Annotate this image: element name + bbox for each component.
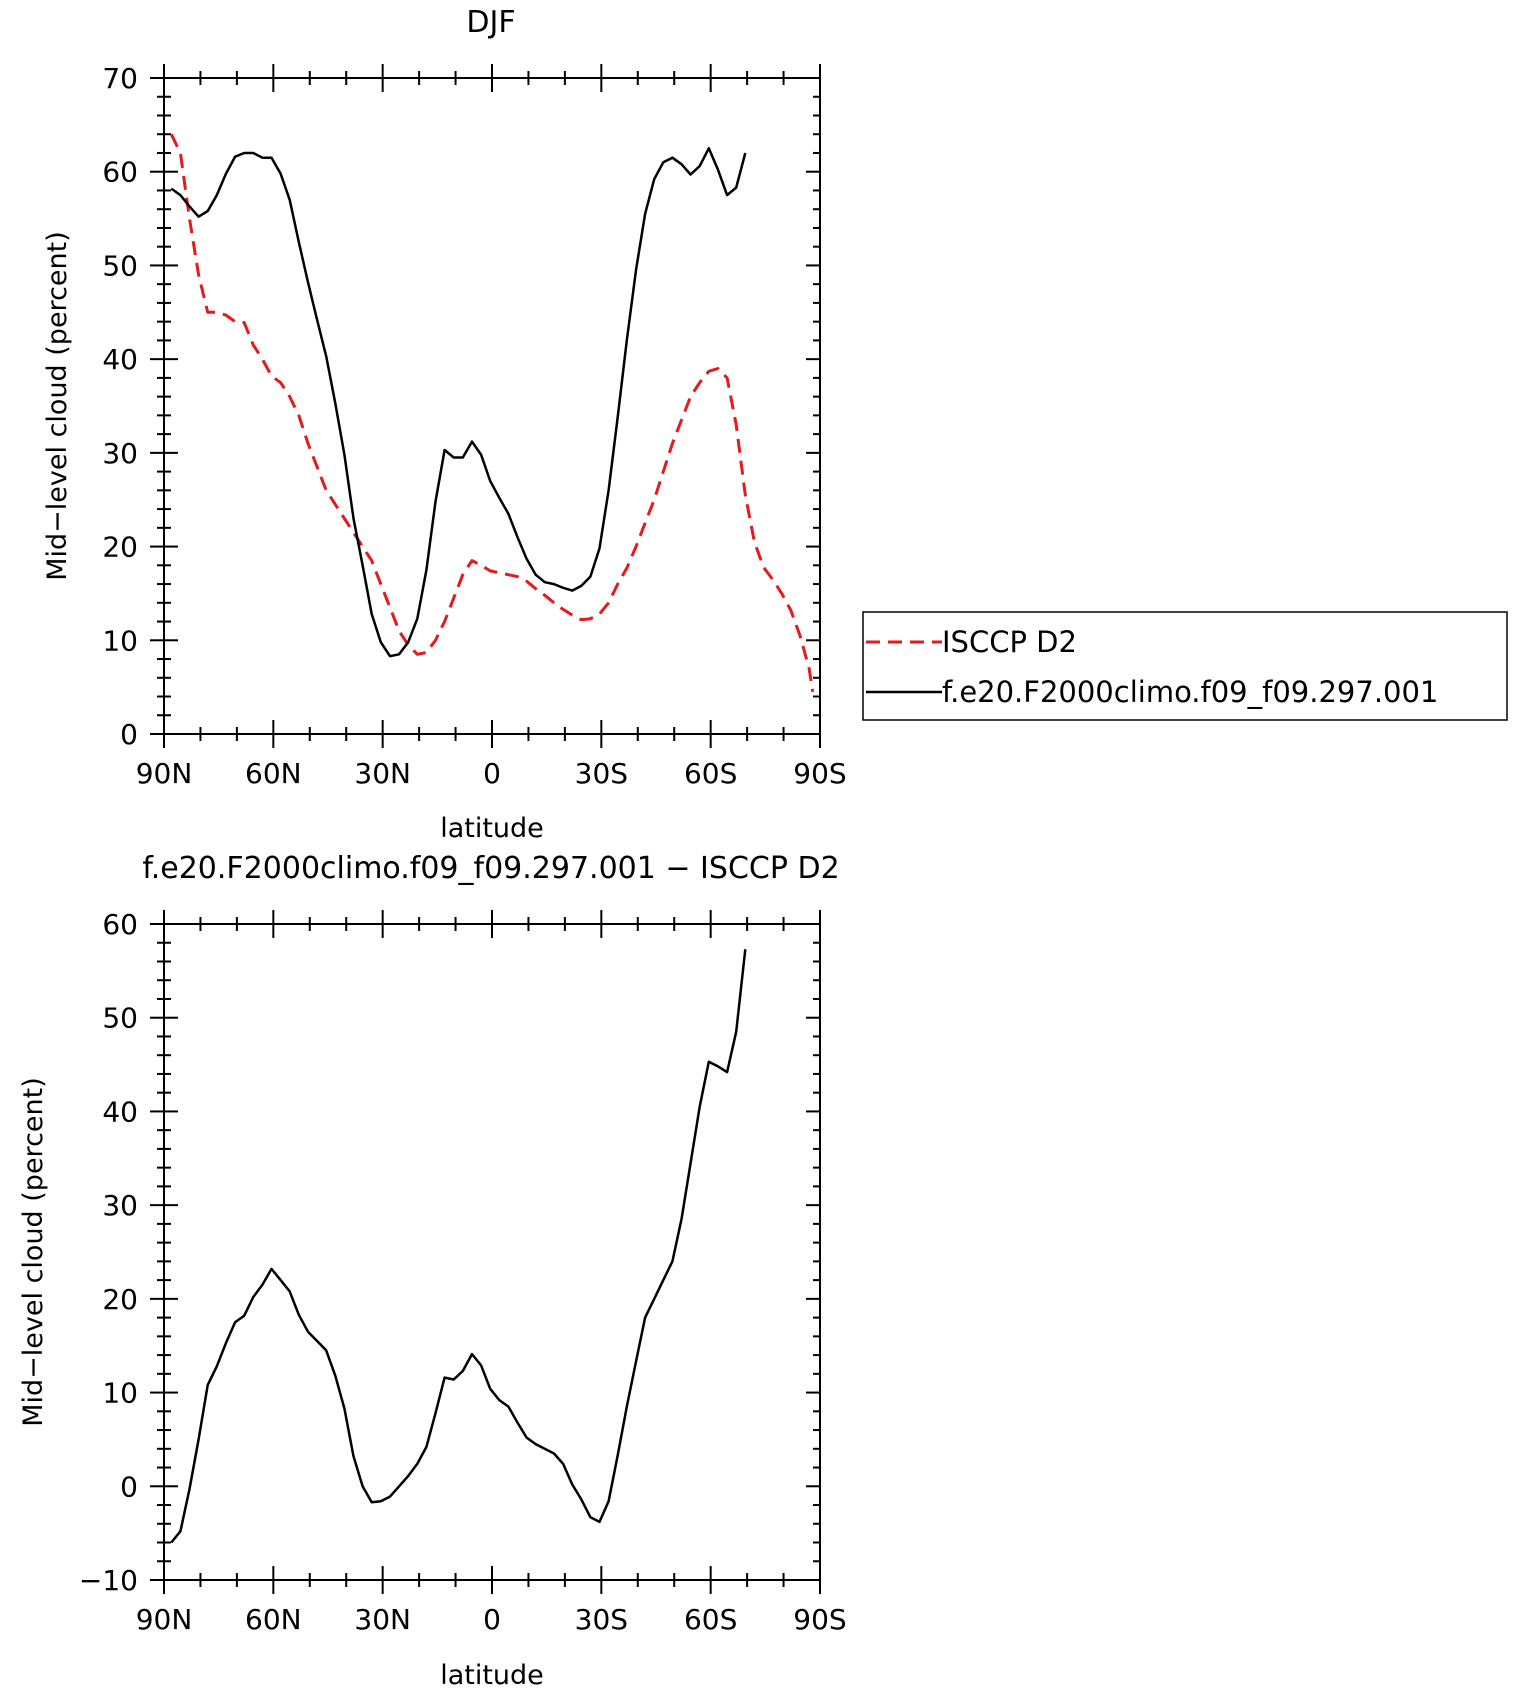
bottom-y-axis-label: Mid−level cloud (percent) (18, 1077, 49, 1427)
top-ytick-label: 0 (120, 718, 138, 751)
bottom-series-lines (170, 949, 747, 1544)
top-axis-ticks (150, 64, 821, 748)
bottom-ytick-label: 30 (102, 1189, 138, 1222)
top-xtick-label: 60S (684, 757, 737, 790)
top-xtick-label: 30S (575, 757, 628, 790)
legend-label-model: f.e20.F2000climo.f09_f09.297.001 (942, 675, 1438, 709)
bottom-plot-frame (163, 923, 821, 1581)
bottom-panel: f.e20.F2000climo.f09_f09.297.001 − ISCCP… (18, 851, 847, 1691)
bottom-ytick-label: 50 (102, 1002, 138, 1035)
legend-label-isccp: ISCCP D2 (942, 625, 1077, 659)
top-ytick-label: 50 (102, 249, 138, 282)
top-xtick-label: 30N (354, 757, 411, 790)
bottom-series-line-0 (170, 949, 747, 1544)
bottom-ytick-label: 10 (102, 1377, 138, 1410)
top-x-axis-label: latitude (440, 813, 544, 844)
bottom-ytick-label: −10 (79, 1564, 138, 1597)
top-xtick-label: 90S (793, 757, 846, 790)
bottom-xtick-label: 90N (136, 1603, 193, 1636)
top-xtick-label: 0 (483, 757, 501, 790)
bottom-xtick-label: 30N (354, 1603, 411, 1636)
top-series-line-0 (169, 133, 815, 693)
top-ytick-label: 10 (102, 624, 138, 657)
top-ytick-label: 40 (102, 343, 138, 376)
bottom-xtick-label: 90S (793, 1603, 846, 1636)
top-ytick-label: 30 (102, 437, 138, 470)
top-xtick-label: 90N (136, 757, 193, 790)
top-chart-title: DJF (466, 5, 515, 40)
bottom-chart-title: f.e20.F2000climo.f09_f09.297.001 − ISCCP… (142, 851, 839, 886)
bottom-xtick-label: 30S (575, 1603, 628, 1636)
bottom-xtick-label: 60S (684, 1603, 737, 1636)
bottom-xtick-label: 60N (245, 1603, 302, 1636)
bottom-ytick-label: 0 (120, 1470, 138, 1503)
legend: ISCCP D2 f.e20.F2000climo.f09_f09.297.00… (862, 611, 1508, 721)
top-ytick-label: 70 (102, 62, 138, 95)
top-xtick-label: 60N (245, 757, 302, 790)
legend-box (862, 611, 1508, 721)
bottom-ytick-label: 60 (102, 908, 138, 941)
top-ytick-label: 20 (102, 531, 138, 564)
bottom-ytick-label: 40 (102, 1095, 138, 1128)
top-series-lines (169, 133, 815, 693)
bottom-x-axis-label: latitude (440, 1660, 544, 1691)
top-x-tick-labels: 90N 60N 30N 0 30S 60S 90S (136, 757, 847, 790)
bottom-x-tick-labels: 90N 60N 30N 0 30S 60S 90S (136, 1603, 847, 1636)
bottom-xtick-label: 0 (483, 1603, 501, 1636)
top-y-tick-labels: 0 10 20 30 40 50 60 70 (102, 62, 138, 751)
top-ytick-label: 60 (102, 156, 138, 189)
bottom-axis-ticks (150, 910, 821, 1594)
top-y-axis-label: Mid−level cloud (percent) (42, 231, 73, 581)
bottom-ytick-label: 20 (102, 1283, 138, 1316)
bottom-y-tick-labels: −10 0 10 20 30 40 50 60 (79, 908, 138, 1597)
top-series-line-1 (170, 147, 747, 658)
